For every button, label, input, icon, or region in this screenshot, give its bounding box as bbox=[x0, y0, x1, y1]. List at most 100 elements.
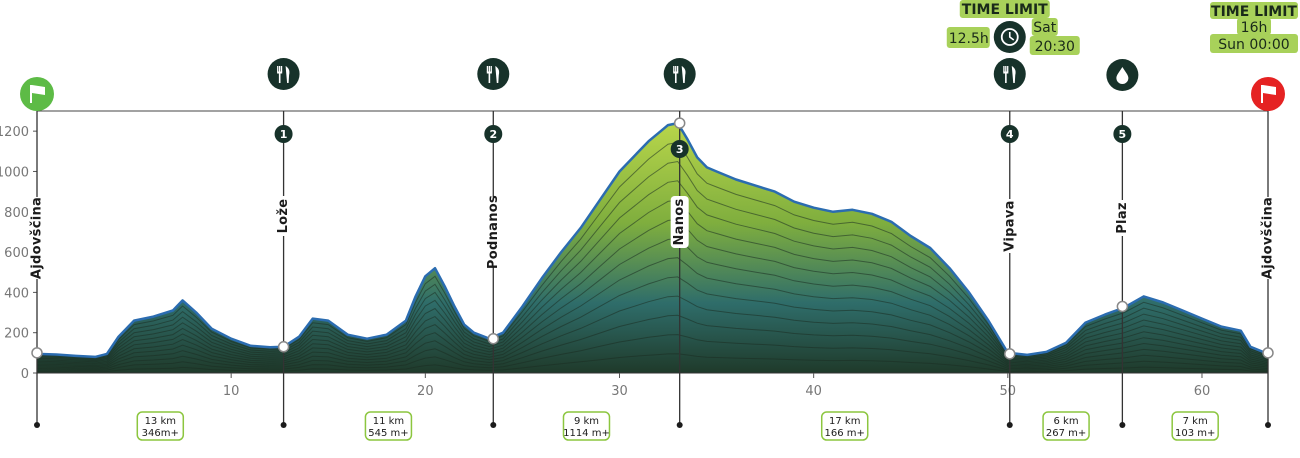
x-tick-label: 60 bbox=[1194, 384, 1211, 399]
checkpoint-name: Vipava bbox=[1002, 200, 1017, 251]
knife-blade bbox=[1011, 66, 1016, 83]
checkpoint-foot-dot bbox=[1006, 422, 1013, 428]
fork-prong bbox=[1005, 66, 1007, 72]
y-tick-label: 1000 bbox=[0, 165, 29, 180]
contour-line bbox=[36, 314, 1269, 370]
segment-climb: 103 m+ bbox=[1175, 428, 1215, 439]
contour-line bbox=[36, 353, 1269, 373]
segment-climb: 1114 m+ bbox=[563, 428, 610, 439]
time-limit-day-time-bg bbox=[1210, 34, 1298, 53]
time-limit-duration: 16h bbox=[1241, 20, 1268, 36]
checkpoint-number-badge bbox=[1113, 125, 1132, 143]
clock-face bbox=[1000, 28, 1019, 46]
checkpoint[interactable]: 1 Lože bbox=[267, 58, 300, 428]
fork-prong bbox=[490, 66, 492, 72]
segment-badge-box bbox=[1042, 411, 1090, 441]
y-tick-label: 1200 bbox=[0, 125, 29, 140]
y-tick-label: 600 bbox=[4, 246, 29, 261]
knife-blade bbox=[285, 66, 290, 83]
fork-neck bbox=[277, 71, 283, 74]
x-tick-label: 10 bbox=[223, 384, 240, 399]
y-tick-label: 0 bbox=[21, 367, 29, 382]
checkpoint-number: 2 bbox=[489, 128, 497, 141]
time-limit-title: TIME LIMIT bbox=[962, 2, 1048, 18]
checkpoint-name: Podnanos bbox=[486, 195, 501, 269]
contour-line bbox=[36, 218, 1269, 364]
x-tick-label: 20 bbox=[417, 384, 434, 399]
fork-prong bbox=[675, 66, 677, 72]
contour-line bbox=[36, 237, 1269, 365]
checkpoint-name: Ajdovščina bbox=[30, 197, 45, 279]
time-limit-title: TIME LIMIT bbox=[1211, 4, 1297, 20]
checkpoint-profile-marker bbox=[1262, 347, 1274, 359]
finish-flag-icon bbox=[1251, 77, 1285, 111]
fork-prong bbox=[1007, 66, 1009, 72]
checkpoint-foot-dot bbox=[34, 422, 40, 428]
food-icon bbox=[993, 58, 1026, 90]
checkpoint-name-bg bbox=[484, 197, 503, 267]
x-tick-label: 40 bbox=[805, 384, 822, 399]
checkpoint-name: Plaz bbox=[1115, 202, 1130, 234]
segment-distance: 6 km bbox=[1054, 416, 1079, 427]
checkpoint-number: 5 bbox=[1119, 128, 1127, 141]
checkpoint-name: Lože bbox=[276, 199, 291, 234]
checkpoint-profile-marker bbox=[673, 117, 686, 129]
checkpoint[interactable]: Ajdovščina bbox=[28, 111, 46, 428]
checkpoint[interactable]: 2 Podnanos bbox=[477, 58, 510, 428]
checkpoint-name: Nanos bbox=[672, 198, 687, 245]
contour-line bbox=[36, 276, 1269, 368]
segment-badge-box bbox=[820, 411, 869, 441]
fork-prong bbox=[488, 66, 490, 72]
segment-distance: 17 km bbox=[829, 416, 860, 427]
finish-flag-icon-circle bbox=[1251, 77, 1285, 111]
checkpoint[interactable]: Ajdovščina bbox=[1259, 111, 1277, 428]
checkpoint-profile-marker bbox=[31, 347, 43, 359]
checkpoint-number-badge bbox=[484, 125, 503, 143]
time-limit-time: 20:30 bbox=[1035, 39, 1075, 55]
segment-climb: 166 m+ bbox=[825, 428, 865, 439]
fork-prong bbox=[1003, 66, 1005, 72]
checkpoint-name-bg bbox=[1259, 197, 1277, 279]
checkpoint-name-bg bbox=[274, 196, 293, 236]
checkpoint-number-badge bbox=[670, 140, 689, 158]
time-limit-duration: 12.5h bbox=[949, 31, 989, 47]
y-tick-label: 800 bbox=[4, 206, 29, 221]
fork-prong bbox=[280, 66, 283, 72]
x-tick-label: 30 bbox=[611, 384, 628, 399]
flag-cloth bbox=[1263, 85, 1276, 95]
segment-distance: 13 km bbox=[145, 416, 176, 427]
checkpoint[interactable]: 5 Plaz bbox=[1106, 59, 1139, 428]
checkpoint[interactable]: 4 Vipava bbox=[993, 58, 1026, 428]
checkpoint[interactable]: 3 Nanos bbox=[663, 58, 696, 428]
checkpoint-profile-marker bbox=[1004, 348, 1016, 360]
segment-distance: 7 km bbox=[1183, 416, 1208, 427]
start-flag-icon-circle bbox=[20, 77, 54, 111]
checkpoint-profile-marker bbox=[277, 341, 290, 353]
checkpoint-profile-marker bbox=[487, 332, 500, 345]
fork-prong bbox=[673, 66, 675, 72]
checkpoint-name-bg bbox=[670, 196, 689, 248]
start-flag-icon bbox=[20, 77, 54, 111]
checkpoint-name-bg bbox=[1000, 199, 1019, 253]
flag-cloth bbox=[32, 85, 45, 95]
segment-climb: 545 m+ bbox=[368, 428, 408, 439]
time-limit-day-time: Sun 00:00 bbox=[1218, 37, 1289, 53]
segment-badge-box bbox=[364, 411, 413, 441]
time-limit-day-bg bbox=[1031, 18, 1058, 36]
checkpoint-number: 3 bbox=[676, 143, 684, 156]
fork-prong bbox=[486, 66, 489, 72]
contour-line bbox=[36, 180, 1269, 362]
flag-pole bbox=[1261, 85, 1263, 103]
checkpoint-number-badge bbox=[1000, 125, 1019, 143]
segment-distance: 9 km bbox=[574, 416, 599, 427]
segment-climb: 267 m+ bbox=[1046, 428, 1086, 439]
checkpoint-number: 4 bbox=[1006, 128, 1014, 141]
